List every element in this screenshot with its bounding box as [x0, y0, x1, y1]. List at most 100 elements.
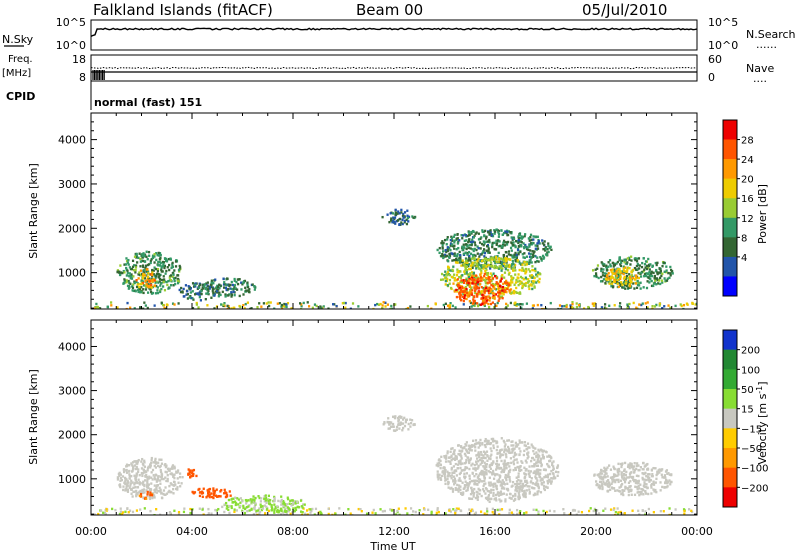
region-cell	[515, 286, 518, 290]
region-cell	[456, 255, 459, 258]
region-cell	[247, 290, 250, 293]
region-cell	[196, 292, 200, 295]
region-cell	[607, 276, 610, 280]
region-cell	[404, 420, 407, 424]
region-cell	[486, 489, 489, 493]
region-cell	[634, 258, 637, 262]
region-cell	[118, 483, 121, 487]
region-cell	[477, 290, 480, 294]
region-cell	[474, 274, 478, 277]
region-cell	[515, 239, 518, 243]
region-cell	[453, 244, 456, 247]
region-cell	[616, 474, 619, 477]
velocity-ylabel: Slant Range [km]	[27, 369, 40, 465]
region-cell	[459, 253, 462, 257]
region-cell	[542, 456, 545, 460]
region-cell	[157, 260, 160, 264]
region-cell	[658, 468, 661, 471]
region-cell	[165, 479, 168, 483]
region-cell	[502, 293, 505, 296]
scatter-cell	[505, 306, 508, 309]
scatter-cell	[444, 512, 447, 515]
region-cell	[635, 464, 638, 468]
region-cell	[653, 274, 656, 278]
region-cell	[642, 488, 645, 492]
region-cell	[177, 274, 180, 277]
region-cell	[501, 285, 505, 289]
region-cell	[503, 450, 506, 454]
region-cell	[510, 275, 513, 278]
region-cell	[217, 295, 220, 298]
region-cell	[533, 285, 536, 288]
region-cell	[157, 281, 160, 284]
region-cell	[474, 285, 477, 289]
region-cell	[469, 267, 473, 271]
region-cell	[670, 480, 673, 484]
scatter-cell	[260, 305, 263, 308]
scatter-cell	[198, 507, 201, 510]
region-cell	[518, 490, 521, 493]
region-cell	[466, 253, 469, 256]
scatter-cell	[155, 508, 158, 511]
colorbar-swatch	[723, 448, 737, 468]
region-cell	[456, 467, 460, 470]
region-cell	[465, 281, 469, 284]
region-cell	[260, 508, 264, 512]
scatter-cell	[322, 305, 325, 308]
region-cell	[512, 468, 515, 472]
region-cell	[467, 263, 470, 266]
region-cell	[479, 303, 482, 306]
region-cell	[463, 452, 467, 456]
region-cell	[456, 271, 459, 274]
region-cell	[479, 253, 482, 256]
scatter-cell	[569, 304, 572, 307]
scatter-cell	[341, 302, 344, 305]
region-cell	[549, 459, 552, 463]
region-cell	[164, 493, 167, 497]
region-cell	[531, 486, 534, 490]
scatter-cell	[228, 511, 231, 515]
region-cell	[135, 279, 138, 282]
region-cell	[477, 477, 480, 481]
region-cell	[151, 268, 154, 272]
region-cell	[495, 275, 498, 279]
x-tick-label: 16:00	[479, 525, 511, 538]
region-cell	[623, 276, 626, 279]
region-cell	[548, 246, 551, 250]
scatter-cell	[347, 508, 350, 511]
scatter-cell	[437, 510, 440, 514]
region-cell	[156, 479, 159, 482]
region-cell	[480, 286, 483, 289]
region-cell	[526, 457, 529, 460]
region-cell	[612, 265, 615, 268]
region-cell	[183, 295, 186, 298]
region-cell	[409, 421, 413, 425]
scatter-cell	[153, 513, 156, 515]
region-cell	[143, 484, 146, 488]
region-cell	[160, 266, 163, 269]
region-cell	[536, 256, 539, 259]
region-cell	[654, 467, 657, 470]
region-cell	[158, 258, 161, 261]
region-cell	[186, 293, 189, 296]
region-cell	[474, 496, 478, 500]
region-cell	[624, 281, 627, 284]
region-cell	[474, 254, 477, 257]
region-cell	[487, 493, 491, 497]
region-cell	[139, 260, 142, 263]
region-cell	[473, 286, 476, 290]
region-cell	[661, 476, 664, 479]
region-cell	[137, 478, 140, 481]
region-cell	[645, 286, 649, 290]
region-cell	[448, 273, 452, 277]
region-cell	[486, 459, 489, 462]
region-cell	[493, 232, 496, 235]
scatter-cell	[313, 303, 317, 306]
region-cell	[468, 243, 471, 247]
region-cell	[141, 277, 144, 280]
region-cell	[528, 274, 532, 277]
scatter-cell	[471, 509, 474, 513]
region-cell	[448, 471, 451, 475]
region-cell	[630, 464, 634, 468]
region-cell	[457, 270, 460, 274]
